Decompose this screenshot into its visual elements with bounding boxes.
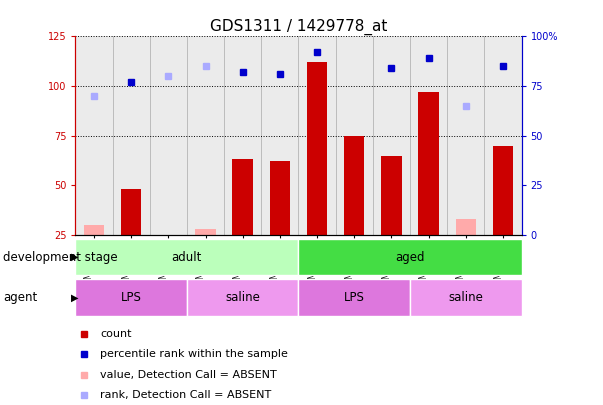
Bar [381,156,402,235]
Text: LPS: LPS [121,291,142,304]
Bar [456,219,476,235]
Bar [410,279,522,316]
Bar [233,160,253,235]
Text: ▶: ▶ [71,252,78,262]
Text: percentile rank within the sample: percentile rank within the sample [100,350,288,359]
Bar [298,279,410,316]
Text: development stage: development stage [3,251,118,264]
Text: ▶: ▶ [71,293,78,303]
Text: saline: saline [449,291,483,304]
Text: rank, Detection Call = ABSENT: rank, Detection Call = ABSENT [100,390,271,400]
Bar [187,279,298,316]
Text: adult: adult [172,251,202,264]
Bar [75,279,187,316]
Bar [307,62,327,235]
Text: value, Detection Call = ABSENT: value, Detection Call = ABSENT [100,370,277,379]
Bar [493,145,513,235]
Title: GDS1311 / 1429778_at: GDS1311 / 1429778_at [210,19,387,35]
Bar [195,229,216,235]
Text: count: count [100,329,131,339]
Text: aged: aged [396,251,425,264]
Bar [344,136,364,235]
Text: LPS: LPS [344,291,365,304]
Bar [270,162,290,235]
Text: agent: agent [3,291,37,304]
Bar [75,239,298,275]
Bar [84,225,104,235]
Text: saline: saline [226,291,260,304]
Bar [298,239,522,275]
Bar [418,92,439,235]
Bar [121,189,141,235]
